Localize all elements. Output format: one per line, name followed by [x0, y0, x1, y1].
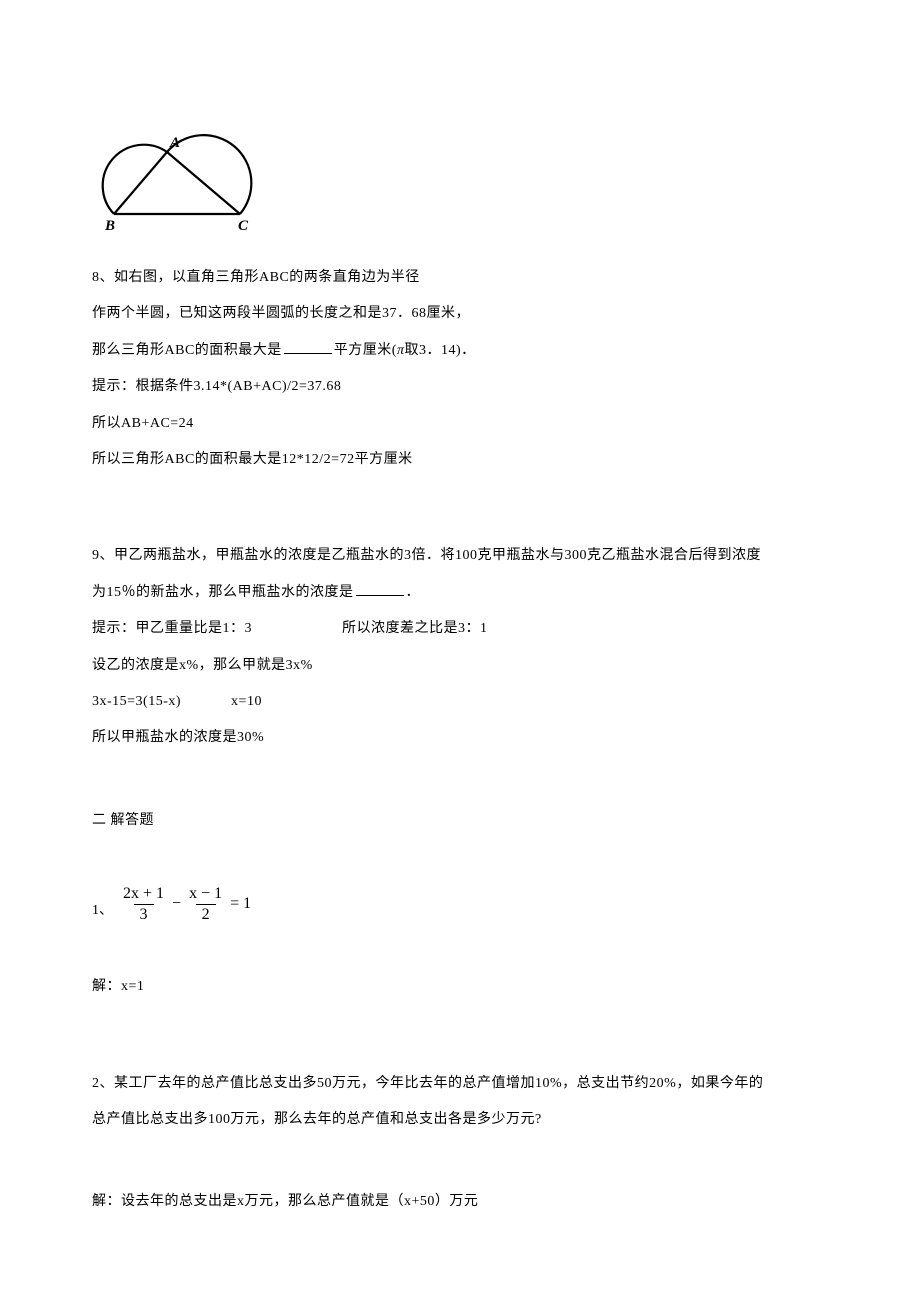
q9-line2: 为15％的新盐水，那么甲瓶盐水的浓度是 ．	[92, 575, 828, 611]
q8-line3: 那么三角形ABC的面积最大是平方厘米(π取3．14)．	[92, 333, 828, 369]
label-B: B	[104, 218, 115, 234]
q9-l2-pre: 为15％的新盐水，那么甲瓶盐水的浓度是	[92, 585, 354, 600]
q9-l5a: 3x-15=3(15-x)	[92, 694, 181, 709]
p2-line2: 总产值比总支出多100万元，那么去年的总产值和总支出各是多少万元?	[92, 1102, 828, 1138]
frac2-num: x − 1	[187, 885, 224, 904]
q8-line1: 8、如右图，以直角三角形ABC的两条直角边为半径	[92, 260, 828, 296]
fraction-2: x − 1 2	[187, 885, 224, 923]
triangle-semicircles-figure: A B C	[92, 130, 262, 240]
frac1-num: 2x + 1	[121, 885, 166, 904]
blank-fill	[284, 339, 332, 354]
equation-body: 2x + 1 3 − x − 1 2 = 1	[121, 885, 257, 923]
spacer	[92, 757, 828, 803]
q9-line5: 3x-15=3(15-x) x=10	[92, 684, 828, 720]
q9-l3b: 所以浓度差之比是3：1	[342, 621, 488, 636]
spacer	[92, 923, 828, 969]
q8-l3-end: 取3．14)．	[404, 343, 475, 358]
p1-solution: 解：x=1	[92, 969, 828, 1005]
p1-equation: 1、 2x + 1 3 − x − 1 2 = 1	[92, 885, 828, 923]
label-A: A	[169, 135, 180, 151]
spacer	[92, 839, 828, 885]
p1-prefix: 1、	[92, 899, 119, 923]
p2-line3: 解：设去年的总支出是x万元，那么总产值就是（x+50）万元	[92, 1184, 828, 1220]
frac1-den: 3	[134, 904, 154, 924]
q8-line5: 所以AB+AC=24	[92, 406, 828, 442]
q9-line4: 设乙的浓度是x%，那么甲就是3x%	[92, 648, 828, 684]
q9-l2-post: ．	[406, 585, 421, 600]
q8-line6: 所以三角形ABC的面积最大是12*12/2=72平方厘米	[92, 442, 828, 478]
frac2-den: 2	[196, 904, 216, 924]
p2-line1: 2、某工厂去年的总产值比总支出多50万元，今年比去年的总产值增加10%，总支出节…	[92, 1066, 828, 1102]
section-2-heading: 二 解答题	[92, 803, 828, 839]
q8-l3-post: 平方厘米(	[334, 343, 397, 358]
blank-fill	[356, 581, 404, 596]
q9-line3: 提示：甲乙重量比是1：3 所以浓度差之比是3：1	[92, 611, 828, 647]
document-page: A B C 8、如右图，以直角三角形ABC的两条直角边为半径 作两个半圆，已知这…	[0, 0, 920, 1301]
spacer	[92, 478, 828, 538]
minus-op: −	[166, 895, 187, 913]
q9-line6: 所以甲瓶盐水的浓度是30%	[92, 720, 828, 756]
q9-l3a: 提示：甲乙重量比是1：3	[92, 621, 252, 636]
equals: = 1	[224, 895, 257, 913]
fraction-1: 2x + 1 3	[121, 885, 166, 923]
q8-l3-pre: 那么三角形ABC的面积最大是	[92, 343, 282, 358]
q8-line2: 作两个半圆，已知这两段半圆弧的长度之和是37．68厘米，	[92, 296, 828, 332]
q8-line4: 提示：根据条件3.14*(AB+AC)/2=37.68	[92, 369, 828, 405]
label-C: C	[238, 218, 249, 234]
q9-l5b: x=10	[231, 694, 262, 709]
spacer	[92, 1138, 828, 1184]
spacer	[92, 1006, 828, 1066]
q9-line1: 9、甲乙两瓶盐水，甲瓶盐水的浓度是乙瓶盐水的3倍．将100克甲瓶盐水与300克乙…	[92, 538, 828, 574]
